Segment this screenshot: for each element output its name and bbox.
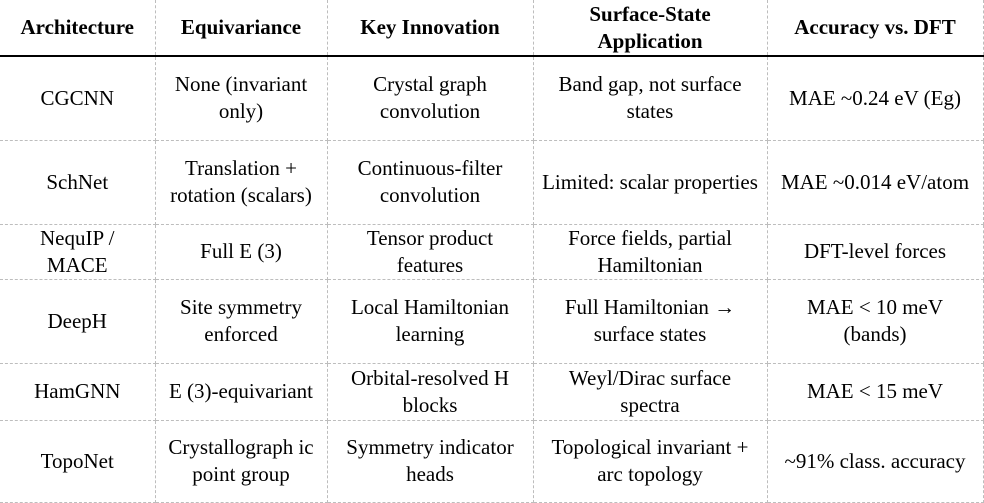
cell-surface-state-application: Force fields, partial Hamiltonian	[532, 224, 768, 280]
cell-key-innovation: Orbital-resolved H blocks	[326, 363, 534, 421]
table-row: CGCNN None (invariant only) Crystal graph …	[0, 56, 984, 141]
cell-equivariance: Site symmetry enforced	[154, 279, 328, 364]
cell-surface-state-application: Topological invariant + arc topology	[532, 420, 768, 503]
table-row: NequIP / MACE Full E (3) Tensor product fe…	[0, 224, 984, 280]
header-key-innovation: Key Innovation	[326, 0, 534, 57]
cell-surface-state-application: Limited: scalar properties	[532, 140, 768, 225]
cell-architecture: CGCNN	[0, 56, 156, 141]
cell-equivariance: E (3)-equivariant	[154, 363, 328, 421]
cell-key-innovation: Symmetry indicator heads	[326, 420, 534, 503]
cell-key-innovation: Tensor product features	[326, 224, 534, 280]
cell-accuracy: MAE ~0.014 eV/atom	[766, 140, 984, 225]
cell-architecture: NequIP / MACE	[0, 224, 156, 280]
table-row: TopoNet Crystallograph ic point group Symm…	[0, 420, 984, 503]
cell-accuracy: DFT-level forces	[766, 224, 984, 280]
cell-key-innovation: Local Hamiltonian learning	[326, 279, 534, 364]
cell-accuracy: MAE < 10 meV (bands)	[766, 279, 984, 364]
cell-architecture: SchNet	[0, 140, 156, 225]
table-row: DeepH Site symmetry enforced Local Hamilto…	[0, 279, 984, 364]
cell-accuracy: MAE < 15 meV	[766, 363, 984, 421]
cell-architecture: DeepH	[0, 279, 156, 364]
cell-equivariance: Full E (3)	[154, 224, 328, 280]
cell-equivariance: None (invariant only)	[154, 56, 328, 141]
header-accuracy: Accuracy vs. DFT	[766, 0, 984, 57]
cell-surface-state-application: Full Hamiltonian → surface states	[532, 279, 768, 364]
cell-surface-state-application: Weyl/Dirac surface spectra	[532, 363, 768, 421]
table-row: HamGNN E (3)-equivariant Orbital-resolved …	[0, 363, 984, 421]
cell-accuracy: MAE ~0.24 eV (Eg)	[766, 56, 984, 141]
cell-accuracy: ~91% class. accuracy	[766, 420, 984, 503]
header-equivariance: Equivariance	[154, 0, 328, 57]
header-row: Architecture Equivariance Key Innovation…	[0, 0, 984, 57]
header-surface-state-application: Surface-State Application	[532, 0, 768, 57]
cell-equivariance: Translation + rotation (scalars)	[154, 140, 328, 225]
cell-key-innovation: Crystal graph convolution	[326, 56, 534, 141]
table-row: SchNet Translation + rotation (scalars) Co…	[0, 140, 984, 225]
cell-surface-state-application: Band gap, not surface states	[532, 56, 768, 141]
cell-architecture: HamGNN	[0, 363, 156, 421]
header-architecture: Architecture	[0, 0, 156, 57]
cell-architecture: TopoNet	[0, 420, 156, 503]
cell-key-innovation: Continuous-filter convolution	[326, 140, 534, 225]
cell-equivariance: Crystallograph ic point group	[154, 420, 328, 503]
